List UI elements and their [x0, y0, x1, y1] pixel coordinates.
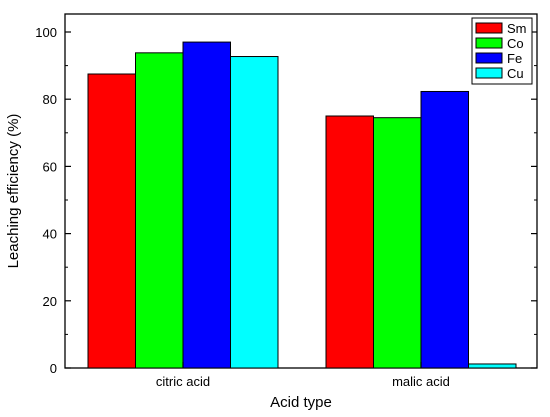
x-tick-label: malic acid — [392, 374, 450, 389]
y-tick-label: 0 — [50, 361, 57, 376]
bar-cu-2 — [468, 363, 517, 369]
bars-group — [87, 41, 517, 369]
legend-swatch-sm — [475, 22, 503, 34]
bar-sm-1 — [87, 73, 136, 369]
y-tick-label: 100 — [35, 25, 57, 40]
y-tick-label: 80 — [43, 92, 57, 107]
bar-co-1 — [135, 52, 184, 369]
y-tick-label: 40 — [43, 227, 57, 242]
y-axis-title: Leaching efficiency (%) — [5, 114, 22, 269]
legend-label-cu: Cu — [507, 66, 524, 81]
bar-fe-2 — [420, 90, 469, 369]
y-tick-label: 20 — [43, 294, 57, 309]
y-axis: 0 20 40 60 80 100 — [35, 25, 537, 376]
legend-swatch-fe — [475, 52, 503, 64]
bar-sm-2 — [325, 115, 374, 369]
bar-cu-1 — [230, 56, 279, 369]
bar-fe-1 — [182, 41, 231, 369]
bar-co-2 — [373, 117, 422, 369]
legend-swatch-cu — [475, 67, 503, 79]
x-axis: citric acid malic acid — [156, 362, 450, 389]
legend-label-fe: Fe — [507, 51, 522, 66]
x-axis-title: Acid type — [270, 394, 332, 411]
legend-label-sm: Sm — [507, 21, 527, 36]
legend-label-co: Co — [507, 36, 524, 51]
x-tick-label: citric acid — [156, 374, 210, 389]
legend-swatch-co — [475, 37, 503, 49]
plot-frame — [64, 13, 538, 369]
y-tick-label: 60 — [43, 159, 57, 174]
